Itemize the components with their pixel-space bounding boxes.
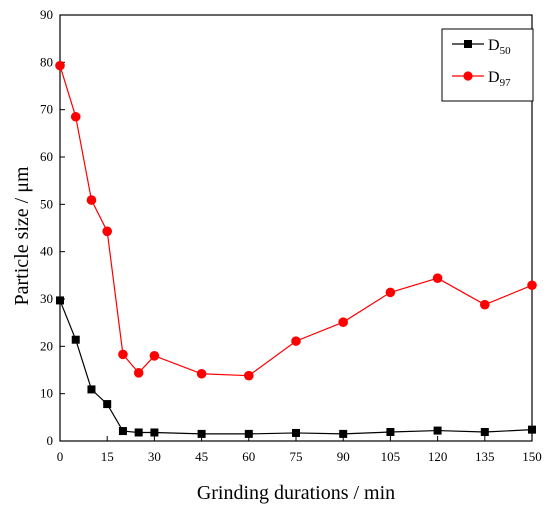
legend-label-d50-sub: 50 <box>500 45 512 57</box>
x-tick-label: 120 <box>428 449 448 464</box>
x-tick-label: 105 <box>381 449 401 464</box>
y-tick-label: 30 <box>40 291 53 306</box>
legend-entry-d97: D97 <box>452 69 511 89</box>
legend-label-d50: D50 <box>488 37 511 57</box>
data-point-d50 <box>87 385 96 394</box>
y-tick-label: 60 <box>40 149 53 164</box>
data-point-d97 <box>149 351 160 361</box>
data-point-d97 <box>86 195 97 205</box>
data-point-d50 <box>244 429 253 438</box>
x-tick-label: 135 <box>475 449 495 464</box>
data-point-d97 <box>55 60 65 71</box>
series-d97 <box>55 60 537 381</box>
series-line-d97 <box>59 65 533 377</box>
y-tick-label: 50 <box>40 196 53 211</box>
legend-marker-d97 <box>463 71 473 81</box>
x-axis-title: Grinding durations / min <box>197 482 395 504</box>
legend-entry-d50: D50 <box>452 37 511 57</box>
data-point-d50 <box>71 335 80 344</box>
x-tick-label: 150 <box>522 449 542 464</box>
x-tick-label: 90 <box>337 449 350 464</box>
ticks: 0 15 30 45 60 75 90 105 120 135 150 0 10 20 30 40 50 60 70… <box>40 7 542 464</box>
data-point-d97 <box>527 280 537 291</box>
data-point-d97 <box>70 111 81 122</box>
legend: D50 D97 <box>441 28 534 102</box>
legend-label-d97: D97 <box>488 69 511 89</box>
legend-marker-d50 <box>464 40 472 48</box>
data-point-d50 <box>150 428 159 437</box>
data-point-d50 <box>433 426 442 435</box>
y-tick-label: 20 <box>40 338 53 353</box>
data-point-d97 <box>196 368 207 379</box>
data-point-d97 <box>118 349 128 360</box>
y-tick-label: 40 <box>40 244 53 259</box>
x-tick-label: 30 <box>148 449 161 464</box>
data-point-d97 <box>480 299 490 310</box>
x-tick-label: 75 <box>290 449 303 464</box>
y-tick-label: 10 <box>40 386 53 401</box>
data-point-d50 <box>528 425 536 434</box>
x-tick-label: 60 <box>242 449 255 464</box>
legend-label-d97-sub: 97 <box>500 77 512 89</box>
legend-label-d97-main: D <box>488 69 500 86</box>
data-point-d50 <box>339 429 348 438</box>
series-d50 <box>56 296 536 438</box>
data-point-d50 <box>118 427 127 436</box>
legend-box <box>441 28 534 102</box>
data-point-d50 <box>197 429 206 438</box>
data-point-d97 <box>385 287 396 298</box>
data-point-d97 <box>133 368 144 378</box>
data-point-d97 <box>432 273 443 283</box>
data-point-d50 <box>103 400 112 409</box>
data-point-d50 <box>56 296 64 305</box>
data-point-d97 <box>291 336 301 346</box>
data-point-d50 <box>134 428 143 437</box>
series-line-d50 <box>59 300 533 435</box>
data-point-d50 <box>480 428 489 437</box>
series-layer <box>55 60 537 438</box>
data-point-d97 <box>102 226 112 237</box>
data-point-d97 <box>244 370 254 381</box>
x-tick-label: 0 <box>57 449 64 464</box>
legend-label-d50-main: D <box>488 37 500 54</box>
data-point-d50 <box>386 428 395 437</box>
data-point-d50 <box>292 428 300 437</box>
y-tick-label: 0 <box>47 433 54 448</box>
y-tick-label: 90 <box>40 7 53 22</box>
x-tick-label: 15 <box>101 449 114 464</box>
y-tick-label: 70 <box>40 102 53 117</box>
y-axis-title: Particle size / μm <box>11 166 33 305</box>
y-tick-label: 80 <box>40 54 53 69</box>
data-point-d97 <box>338 317 349 327</box>
x-tick-label: 45 <box>195 449 208 464</box>
